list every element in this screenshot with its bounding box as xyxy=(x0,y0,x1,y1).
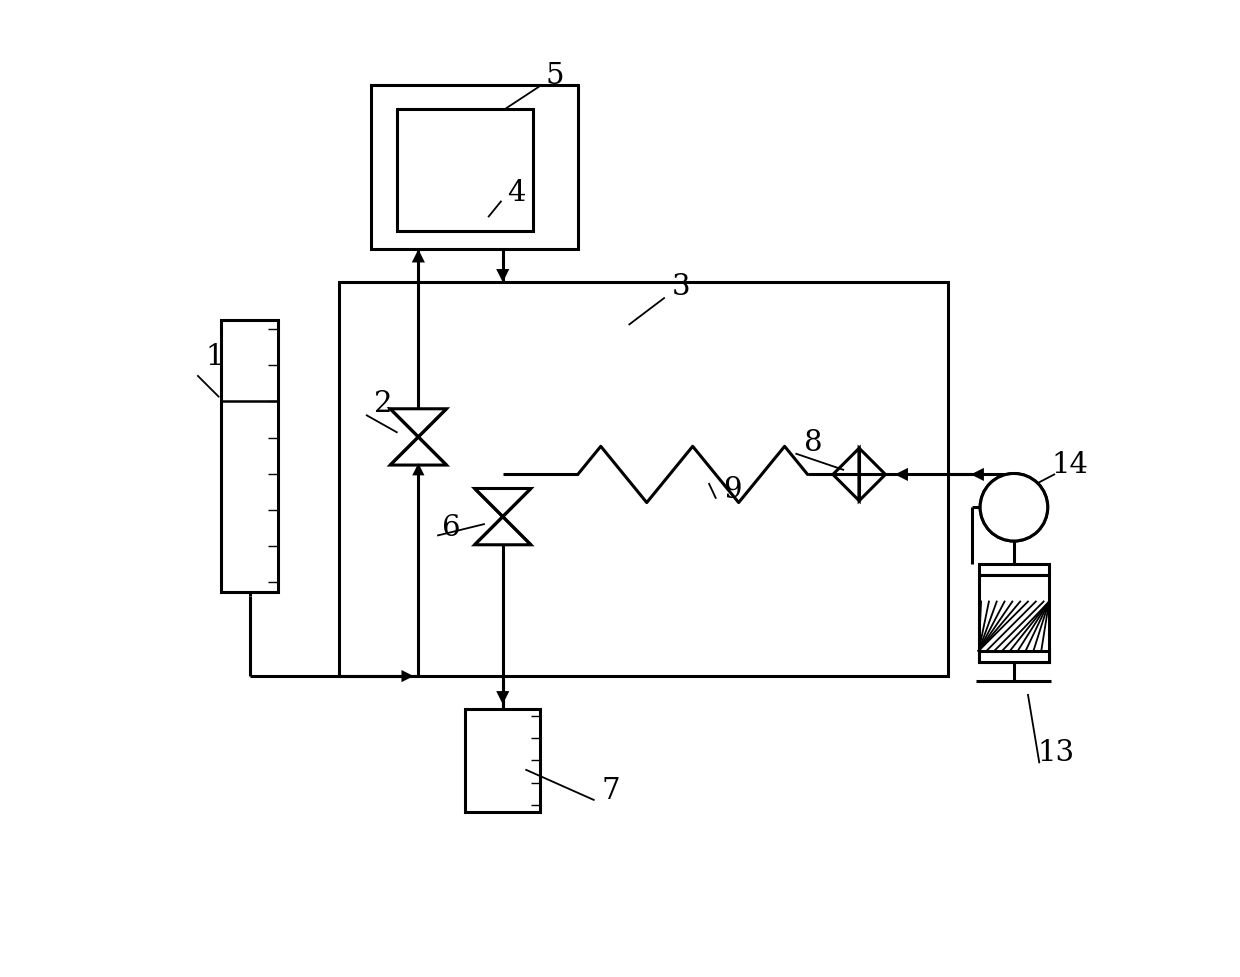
Text: 9: 9 xyxy=(723,477,742,504)
Polygon shape xyxy=(496,269,510,282)
Text: 5: 5 xyxy=(546,62,564,90)
Bar xyxy=(978,564,1049,574)
Text: 14: 14 xyxy=(1052,451,1089,479)
Circle shape xyxy=(980,474,1048,541)
Bar xyxy=(339,282,949,676)
Polygon shape xyxy=(412,249,425,263)
Text: 6: 6 xyxy=(441,514,460,542)
Text: 2: 2 xyxy=(374,390,393,418)
Bar xyxy=(978,651,1049,662)
Bar xyxy=(372,85,578,249)
Text: 7: 7 xyxy=(601,777,620,804)
Text: 4: 4 xyxy=(507,179,526,207)
Text: 13: 13 xyxy=(1038,739,1075,767)
Text: 8: 8 xyxy=(804,430,822,457)
Polygon shape xyxy=(971,468,983,481)
Bar xyxy=(465,709,541,812)
Bar xyxy=(222,319,278,592)
Polygon shape xyxy=(402,670,414,682)
Text: 3: 3 xyxy=(672,273,691,301)
Polygon shape xyxy=(412,463,424,476)
Bar xyxy=(978,574,1049,662)
Polygon shape xyxy=(895,468,908,481)
Text: 1: 1 xyxy=(206,343,224,371)
Bar xyxy=(397,108,533,231)
Polygon shape xyxy=(496,691,510,704)
